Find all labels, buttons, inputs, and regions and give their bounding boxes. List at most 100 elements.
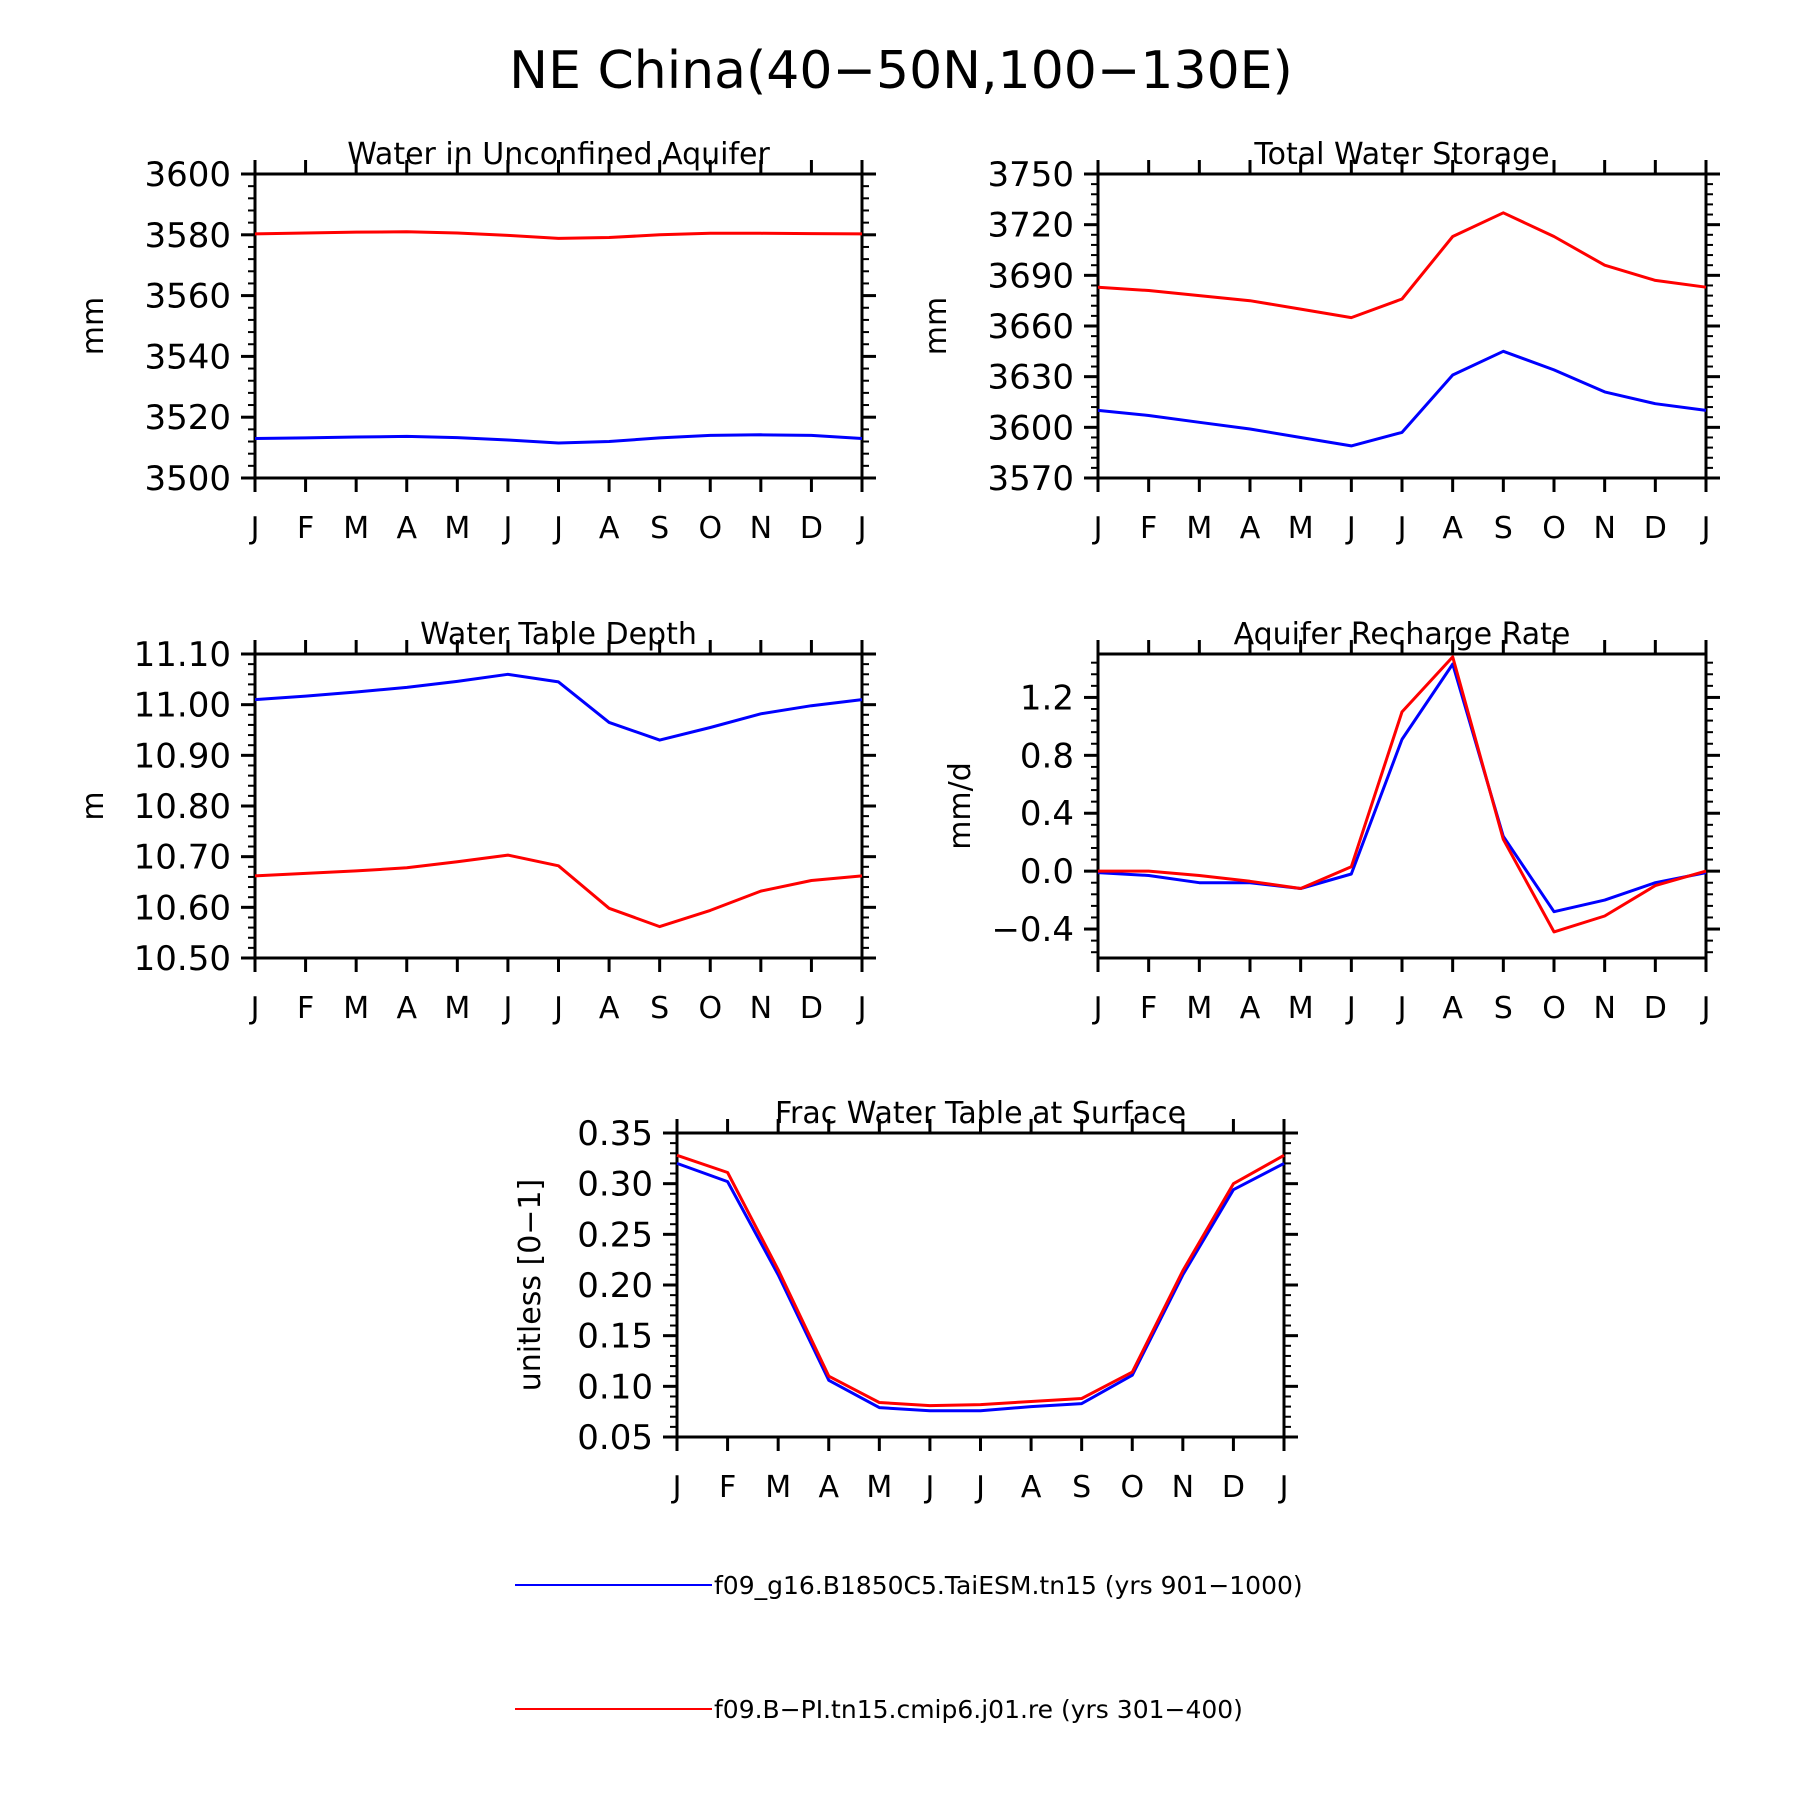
series-line-blue (254, 433, 863, 445)
x-tick-label: J (1092, 991, 1103, 1026)
legend: f09_g16.B1850C5.TaiESM.tn15 (yrs 901−100… (515, 1571, 1303, 1724)
x-tick-label: F (297, 511, 314, 546)
y-tick-label: 3600 (987, 408, 1074, 448)
x-tick-label: M (1186, 991, 1212, 1026)
series-line-red (676, 1153, 1285, 1408)
y-tick-label: 3540 (144, 337, 231, 377)
y-axis-label: mm (76, 297, 111, 355)
y-axis-label: unitless [0−1] (513, 1179, 548, 1391)
y-axis-label: mm/d (943, 762, 978, 850)
y-tick-label: 10.50 (134, 939, 231, 979)
y-tick-label: 3720 (987, 206, 1074, 246)
x-tick-label: A (1442, 511, 1463, 546)
y-tick-label: 10.80 (134, 787, 231, 827)
x-tick-label: J (249, 511, 260, 546)
x-tick-label: A (1021, 1470, 1042, 1505)
x-tick-label: N (750, 991, 772, 1026)
x-tick-label: N (1593, 511, 1615, 546)
x-tick-label: S (1072, 1470, 1091, 1505)
y-tick-label: 3520 (144, 398, 231, 438)
y-tick-label: 3660 (987, 307, 1074, 347)
plot-frame (675, 1131, 1286, 1439)
x-tick-label: J (1345, 991, 1356, 1026)
y-tick-label: 3500 (144, 459, 231, 499)
series-line-red (1098, 655, 1707, 934)
x-tick-label: J (1278, 1470, 1289, 1505)
x-tick-label: A (1240, 511, 1261, 546)
x-tick-label: J (1700, 991, 1711, 1026)
x-tick-label: F (1140, 511, 1157, 546)
x-tick-label: S (1494, 511, 1513, 546)
x-tick-label: J (856, 991, 867, 1026)
y-tick-label: 3560 (144, 277, 231, 317)
series-line-red (254, 853, 863, 929)
x-tick-label: M (1186, 511, 1212, 546)
series-line-blue (254, 672, 863, 742)
x-tick-label: A (599, 511, 620, 546)
x-tick-label: J (1700, 511, 1711, 546)
x-tick-label: M (343, 511, 369, 546)
y-tick-label: 10.70 (134, 838, 231, 878)
x-tick-label: M (444, 991, 470, 1026)
x-tick-label: S (650, 511, 669, 546)
y-tick-label: 11.00 (134, 686, 231, 726)
x-tick-label: O (1542, 511, 1566, 546)
x-tick-label: A (818, 1470, 839, 1505)
x-tick-label: N (750, 511, 772, 546)
y-tick-label: 0.15 (577, 1317, 653, 1357)
x-tick-label: D (800, 991, 823, 1026)
x-tick-label: J (974, 1470, 985, 1505)
x-tick-label: D (1644, 511, 1667, 546)
x-tick-label: D (1644, 991, 1667, 1026)
x-tick-label: J (1396, 991, 1407, 1026)
y-tick-label: 0.25 (577, 1215, 653, 1255)
x-tick-label: J (501, 511, 512, 546)
x-tick-label: A (599, 991, 620, 1026)
y-tick-label: 10.60 (134, 888, 231, 928)
figure-title: NE China(40−50N,100−130E) (509, 41, 1293, 101)
plot-frame (253, 172, 864, 480)
y-tick-label: 3630 (987, 358, 1074, 398)
y-tick-label: 0.35 (577, 1114, 653, 1154)
x-tick-label: J (856, 511, 867, 546)
x-tick-label: J (671, 1470, 682, 1505)
x-tick-label: F (719, 1470, 736, 1505)
legend-label-1: f09_g16.B1850C5.TaiESM.tn15 (yrs 901−100… (714, 1571, 1303, 1600)
x-tick-label: O (1542, 991, 1566, 1026)
series-line-blue (1097, 349, 1707, 448)
y-tick-label: 3750 (987, 155, 1074, 195)
x-tick-label: J (1345, 511, 1356, 546)
x-tick-label: J (552, 991, 563, 1026)
y-tick-label: 3570 (987, 459, 1074, 499)
x-tick-label: J (501, 991, 512, 1026)
x-tick-label: N (1172, 1470, 1194, 1505)
series-line-red (254, 230, 863, 240)
x-tick-label: J (249, 991, 260, 1026)
y-tick-label: 3690 (987, 256, 1074, 296)
x-tick-label: M (343, 991, 369, 1026)
x-tick-label: D (800, 511, 823, 546)
x-tick-label: S (1494, 991, 1513, 1026)
y-tick-label: 0.30 (577, 1165, 653, 1205)
y-tick-label: 0.05 (577, 1418, 653, 1458)
x-tick-label: F (297, 991, 314, 1026)
x-tick-label: J (1396, 511, 1407, 546)
plot-frame (1096, 652, 1708, 960)
x-tick-label: J (923, 1470, 934, 1505)
x-tick-label: M (866, 1470, 892, 1505)
x-tick-label: S (650, 991, 669, 1026)
y-tick-label: 0.0 (1020, 852, 1074, 892)
x-tick-label: O (1120, 1470, 1144, 1505)
x-tick-label: M (1288, 511, 1314, 546)
series-line-red (1097, 211, 1707, 320)
y-axis-label: m (76, 791, 111, 820)
x-tick-label: F (1140, 991, 1157, 1026)
y-tick-label: 0.4 (1020, 794, 1074, 834)
y-tick-label: 0.20 (577, 1266, 653, 1306)
plot-frame (253, 652, 864, 960)
